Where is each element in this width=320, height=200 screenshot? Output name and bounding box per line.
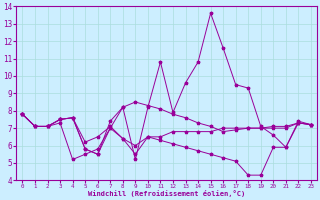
X-axis label: Windchill (Refroidissement éolien,°C): Windchill (Refroidissement éolien,°C) bbox=[88, 190, 245, 197]
